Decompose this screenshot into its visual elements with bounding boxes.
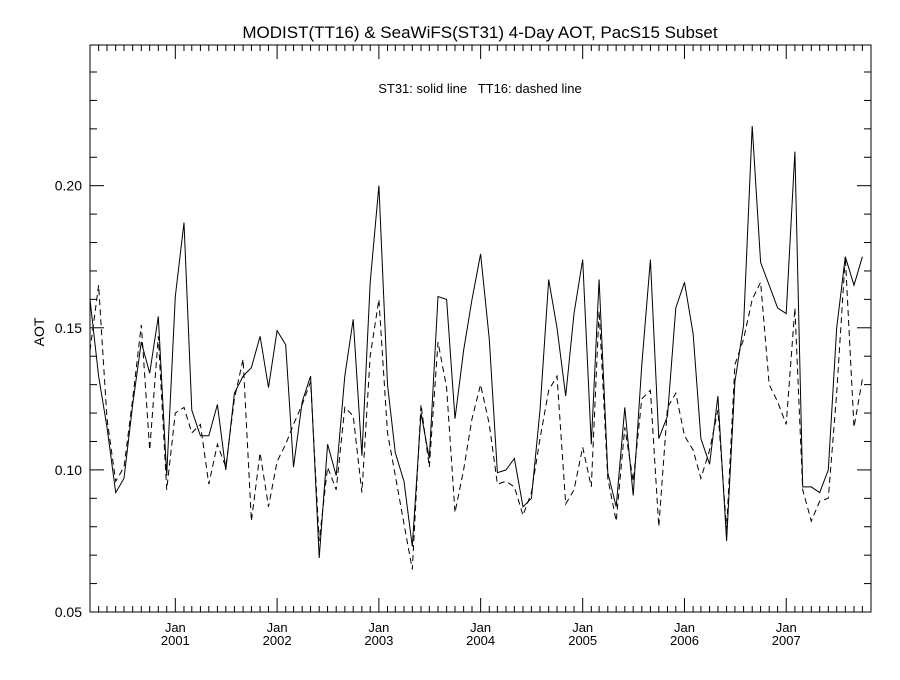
x-tick-month-label: Jan <box>368 620 389 635</box>
chart-title: MODIST(TT16) & SeaWiFS(ST31) 4-Day AOT, … <box>242 23 717 42</box>
x-tick-year-label: 2007 <box>772 633 801 648</box>
x-tick-month-label: Jan <box>776 620 797 635</box>
x-tick-month-label: Jan <box>165 620 186 635</box>
x-tick-year-label: 2003 <box>364 633 393 648</box>
y-axis-label: AOT <box>31 317 47 346</box>
y-axis-ticks: 0.05 0.10 0.15 0.20 <box>55 71 871 620</box>
series-line-st31 <box>89 125 863 559</box>
series-layer <box>89 125 863 570</box>
y-tick-label: 0.15 <box>55 320 82 336</box>
series-line-tt16 <box>89 256 863 570</box>
series-style-annotation: ST31: solid line TT16: dashed line <box>378 81 582 96</box>
x-tick-year-label: 2002 <box>263 633 292 648</box>
y-tick-label: 0.05 <box>55 604 82 620</box>
x-tick-year-label: 2006 <box>670 633 699 648</box>
plot-frame <box>89 44 872 613</box>
y-tick-label: 0.20 <box>55 178 82 194</box>
x-axis-ticks: Jan2001Jan2002Jan2003Jan2004Jan2005Jan20… <box>98 45 863 648</box>
x-tick-month-label: Jan <box>267 620 288 635</box>
x-tick-month-label: Jan <box>572 620 593 635</box>
x-tick-month-label: Jan <box>470 620 491 635</box>
x-tick-year-label: 2001 <box>161 633 190 648</box>
x-tick-year-label: 2004 <box>466 633 495 648</box>
x-tick-year-label: 2005 <box>568 633 597 648</box>
x-tick-month-label: Jan <box>674 620 695 635</box>
y-tick-label: 0.10 <box>55 462 82 478</box>
